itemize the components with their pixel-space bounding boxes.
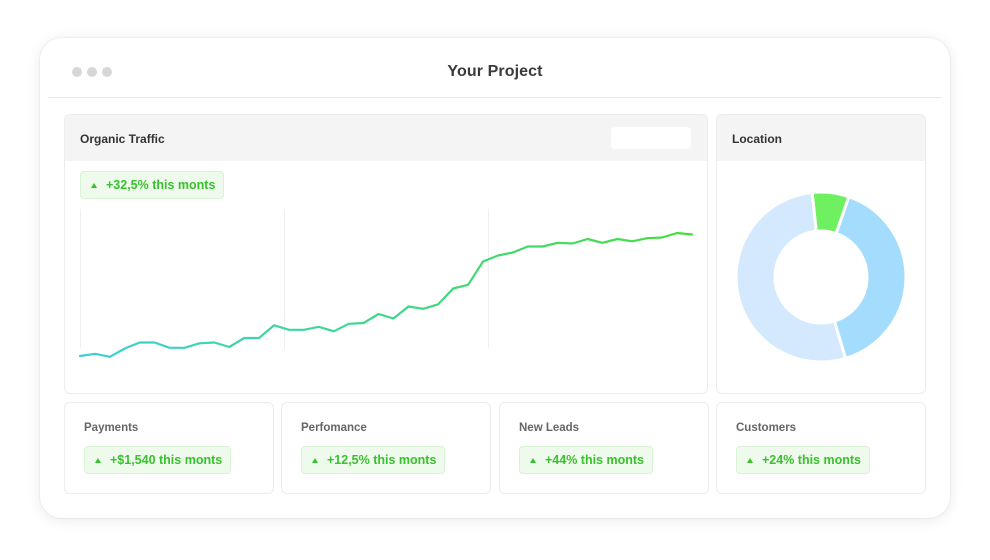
trend-up-icon	[95, 457, 101, 463]
performance-badge: +12,5% this monts	[301, 446, 446, 474]
new-leads-value: +44% this monts	[545, 453, 644, 467]
trend-up-icon	[747, 457, 753, 463]
organic-traffic-card: Organic Traffic +32,5% this monts	[64, 114, 708, 394]
new-leads-title: New Leads	[519, 422, 580, 434]
performance-title: Perfomance	[301, 422, 367, 434]
window-dot-2[interactable]	[87, 67, 97, 77]
traffic-growth-value: +32,5% this monts	[106, 178, 216, 192]
customers-value: +24% this monts	[762, 453, 861, 467]
window-controls	[72, 67, 112, 77]
payments-badge: +$1,540 this monts	[84, 446, 232, 474]
location-title: Location	[732, 132, 782, 146]
payments-title: Payments	[84, 422, 139, 434]
customers-badge: +24% this monts	[736, 446, 870, 474]
traffic-growth-badge: +32,5% this monts	[80, 171, 225, 199]
new-leads-badge: +44% this monts	[519, 446, 653, 474]
performance-card: Perfomance +12,5% this monts	[281, 402, 491, 494]
customers-title: Customers	[736, 422, 797, 434]
organic-traffic-title: Organic Traffic	[80, 132, 165, 146]
donut-slice-2	[832, 194, 908, 361]
new-leads-card: New Leads +44% this monts	[499, 402, 709, 494]
title-bar: Your Project	[40, 38, 950, 98]
project-window: Your Project Organic Traffic +32,5% this…	[40, 38, 950, 518]
trend-up-icon	[91, 182, 97, 188]
customers-card: Customers +24% this monts	[716, 402, 926, 494]
card-header: Organic Traffic	[65, 115, 707, 161]
window-dot-3[interactable]	[102, 67, 112, 77]
page-title: Your Project	[447, 63, 543, 80]
window-dot-1[interactable]	[72, 67, 82, 77]
performance-value: +12,5% this monts	[327, 453, 437, 467]
title-divider	[48, 97, 942, 98]
trend-up-icon	[312, 457, 318, 463]
location-card: Location	[716, 114, 926, 394]
location-donut-chart	[734, 190, 908, 364]
traffic-series-line	[78, 231, 694, 358]
card-header: Location	[717, 115, 925, 161]
traffic-line-chart	[78, 209, 694, 358]
payments-card: Payments +$1,540 this monts	[64, 402, 274, 494]
trend-up-icon	[530, 457, 536, 463]
payments-value: +$1,540 this monts	[110, 453, 223, 467]
date-range-input[interactable]	[611, 127, 691, 149]
donut-slice-3	[734, 190, 848, 364]
